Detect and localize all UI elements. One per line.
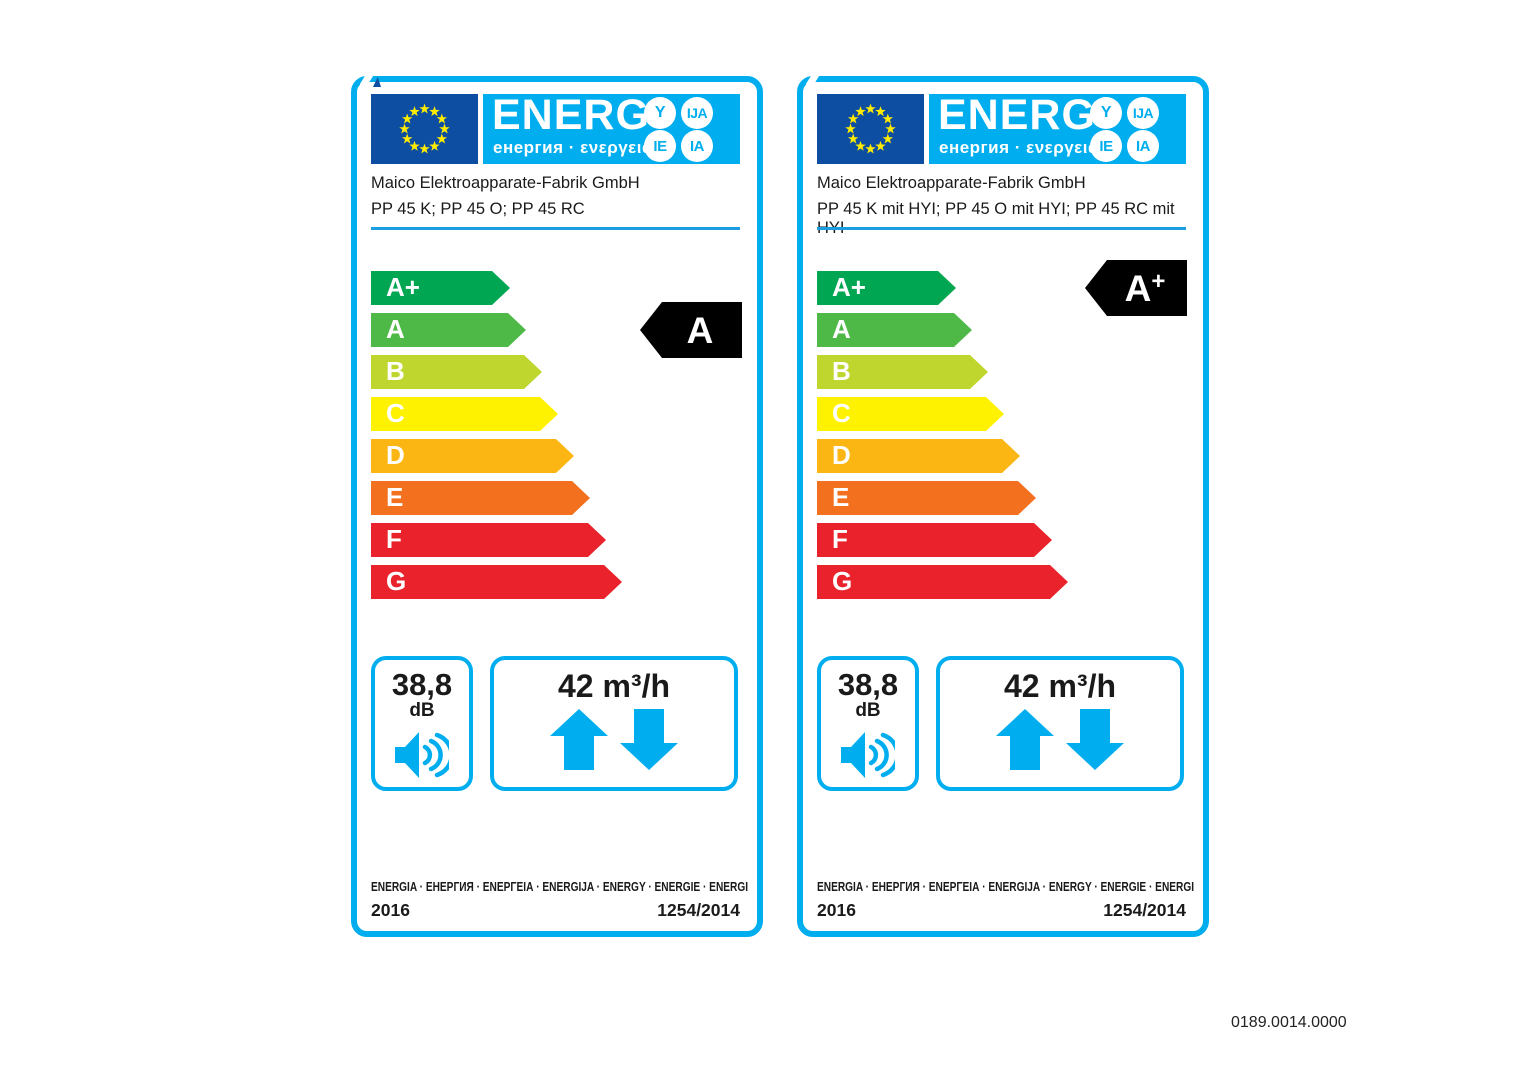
noise-unit: dB — [409, 700, 435, 721]
arrow-up-icon — [550, 709, 608, 770]
energy-word-translations: ENERGIA · ЕНЕРГИЯ · ΕΝΕΡΓΕΙΑ · ENERGIJA … — [817, 879, 1195, 894]
scale-bar-d: D — [371, 439, 574, 473]
noise-value: 38,8 — [837, 667, 899, 702]
energy-label-pp45-hyi: ENERG енергия · ενεργεια Y IJA IE IA Mai… — [797, 72, 1209, 937]
header-divider — [371, 227, 740, 230]
noise-level-box: 38,8 dB — [817, 656, 919, 791]
scale-bar-g: G — [817, 565, 1068, 599]
scale-bar-f: F — [817, 523, 1052, 557]
language-badge-ie: IE — [644, 130, 676, 162]
energy-label-pp45: ENERG енергия · ενεργεια Y IJA IE IA Mai… — [351, 72, 763, 937]
noise-value: 38,8 — [391, 667, 453, 702]
scale-bar-d: D — [817, 439, 1020, 473]
efficiency-scale: A+ A B C D E F G — [371, 271, 651, 607]
scale-bar-b: B — [371, 355, 542, 389]
header-divider — [817, 227, 1186, 230]
energy-word-translations: ENERGIA · ЕНЕРГИЯ · ΕΝΕΡΓΕΙΑ · ENERGIJA … — [371, 879, 749, 894]
scale-bar-e: E — [371, 481, 590, 515]
noise-level-box: 38,8 dB — [371, 656, 473, 791]
airflow-value: 42 m³/h — [557, 668, 671, 704]
scale-bar-e: E — [817, 481, 1036, 515]
scale-bar-f: F — [371, 523, 606, 557]
rating-plus-sign: + — [1151, 268, 1166, 295]
corner-notch — [805, 72, 820, 88]
footer-row: 2016 1254/2014 — [817, 900, 1186, 921]
scale-bar-a: A — [817, 313, 972, 347]
scale-bar-a: A — [371, 313, 526, 347]
scale-bar-a-plus: A+ — [371, 271, 510, 305]
airflow-direction-icons — [550, 709, 678, 770]
energ-banner: ENERG енергия · ενεργεια Y IJA IE IA — [483, 91, 740, 164]
rating-indicator-arrow: A — [640, 302, 742, 358]
model-names: PP 45 K mit HYI; PP 45 O mit HYI; PP 45 … — [817, 200, 1175, 237]
eu-flag-logo — [817, 94, 924, 164]
airflow-box: 42 m³/h — [936, 656, 1184, 791]
airflow-value: 42 m³/h — [1003, 668, 1117, 704]
speaker-icon — [395, 729, 449, 781]
manufacturer-name: Maico Elektroapparate-Fabrik GmbH — [817, 174, 1086, 192]
rating-letter: A — [1124, 267, 1152, 309]
model-names: PP 45 K; PP 45 O; PP 45 RC — [371, 200, 585, 218]
language-badge-ija: IJA — [1127, 97, 1159, 129]
regulation-number: 1254/2014 — [1103, 900, 1186, 920]
scale-bar-a-plus: A+ — [817, 271, 956, 305]
label-year: 2016 — [817, 900, 856, 920]
scale-bar-c: C — [817, 397, 1004, 431]
energ-wordmark: ENERG — [938, 91, 1096, 139]
arrow-down-icon — [1066, 709, 1124, 770]
efficiency-scale: A+ A B C D E F G — [817, 271, 1097, 607]
airflow-box: 42 m³/h — [490, 656, 738, 791]
eu-flag-logo — [371, 94, 478, 164]
scale-bar-b: B — [817, 355, 988, 389]
arrow-up-icon — [996, 709, 1054, 770]
manufacturer-name: Maico Elektroapparate-Fabrik GmbH — [371, 174, 640, 192]
scale-bar-g: G — [371, 565, 622, 599]
energ-wordmark: ENERG — [492, 91, 650, 139]
language-badge-ija: IJA — [681, 97, 713, 129]
corner-notch — [359, 72, 374, 88]
energ-banner: ENERG енергия · ενεργεια Y IJA IE IA — [929, 91, 1186, 164]
rating-indicator-arrow: A + — [1085, 260, 1187, 316]
language-badge-ie: IE — [1090, 130, 1122, 162]
footer-row: 2016 1254/2014 — [371, 900, 740, 921]
rating-letter: A — [686, 309, 714, 351]
scale-bar-c: C — [371, 397, 558, 431]
noise-unit: dB — [855, 700, 881, 721]
label-year: 2016 — [371, 900, 410, 920]
corner-print-mark — [373, 77, 381, 87]
language-badge-ia: IA — [1127, 130, 1159, 162]
arrow-down-icon — [620, 709, 678, 770]
speaker-icon — [841, 729, 895, 781]
energ-wordmark-translations: енергия · ενεργεια — [493, 138, 653, 157]
language-badge-ia: IA — [681, 130, 713, 162]
language-badge-y: Y — [644, 97, 676, 129]
airflow-direction-icons — [996, 709, 1124, 770]
regulation-number: 1254/2014 — [657, 900, 740, 920]
language-badge-y: Y — [1090, 97, 1122, 129]
energ-wordmark-translations: енергия · ενεργεια — [939, 138, 1099, 157]
document-code: 0189.0014.0000 — [1231, 1014, 1347, 1031]
